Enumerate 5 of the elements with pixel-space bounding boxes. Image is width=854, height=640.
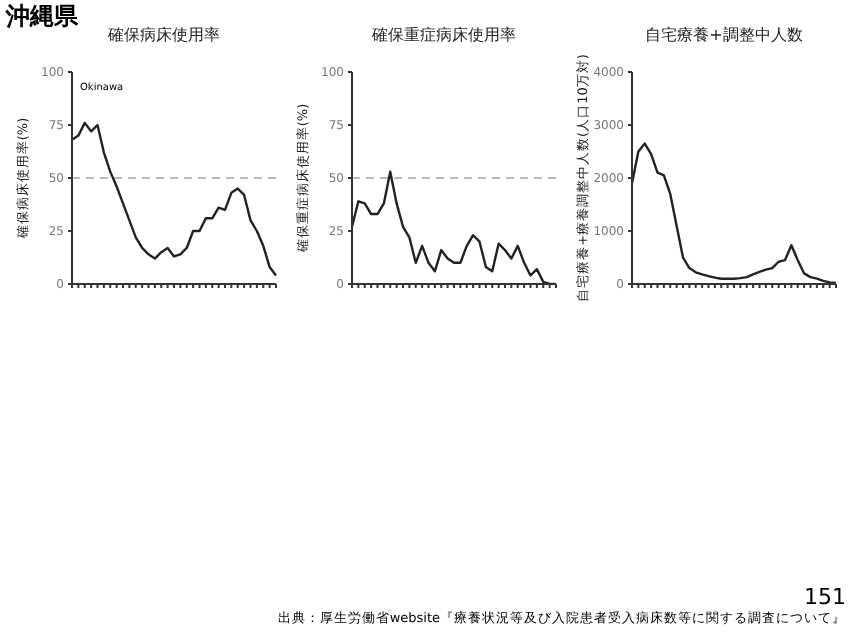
text: 151: [804, 584, 846, 610]
chart-title: 確保病床使用率: [108, 26, 220, 44]
text: 沖縄県: [6, 0, 78, 34]
chart-title: 自宅療養+調整中人数: [643, 24, 805, 48]
chart-title: 確保重症病床使用率: [370, 24, 518, 48]
